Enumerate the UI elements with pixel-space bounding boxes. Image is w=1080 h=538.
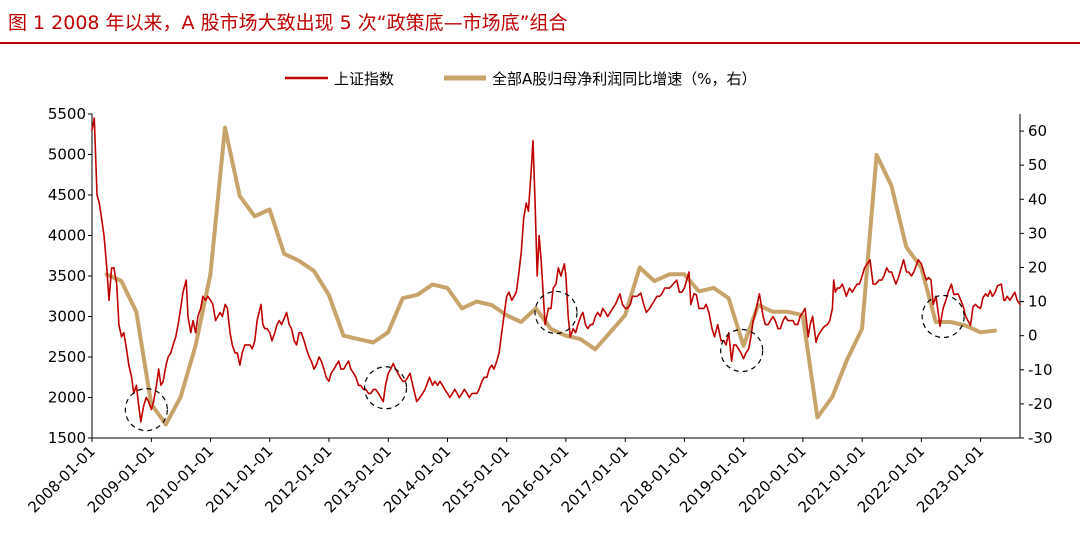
circle-marker bbox=[534, 290, 578, 335]
legend-label-profit: 全部A股归母净利润同比增速（%，右） bbox=[492, 70, 757, 88]
circle-marker bbox=[124, 388, 168, 432]
y-axis-left: 5500 5000 4500 4000 3500 3000 2500 2000 1500 bbox=[48, 105, 92, 447]
y-right-tick-label: 10 bbox=[1028, 293, 1047, 311]
y-right-tick-label: -10 bbox=[1028, 361, 1053, 379]
y-axis-right: 60 50 40 30 20 10 0 -10 -20 -30 bbox=[1020, 122, 1053, 447]
y-left-tick-label: 3500 bbox=[48, 267, 86, 285]
series-profit-growth bbox=[104, 125, 997, 427]
y-right-tick-label: 50 bbox=[1028, 156, 1047, 174]
circle-marker bbox=[720, 328, 764, 373]
y-left-tick-label: 3000 bbox=[48, 308, 86, 326]
y-right-tick-label: -20 bbox=[1028, 395, 1053, 413]
y-right-tick-label: 40 bbox=[1028, 190, 1047, 208]
y-left-tick-label: 5000 bbox=[48, 146, 86, 164]
legend: 上证指数 全部A股归母净利润同比增速（%，右） bbox=[285, 70, 757, 88]
y-right-tick-label: 0 bbox=[1028, 327, 1038, 345]
chart-title: 图 1 2008 年以来，A 股市场大致出现 5 次“政策底—市场底”组合 bbox=[8, 12, 568, 34]
series-line-profit-growth bbox=[104, 125, 997, 427]
y-left-tick-label: 4500 bbox=[48, 186, 86, 204]
y-left-tick-label: 4000 bbox=[48, 227, 86, 245]
legend-label-index: 上证指数 bbox=[334, 70, 394, 88]
title-divider bbox=[0, 42, 1080, 44]
y-left-tick-label: 2500 bbox=[48, 348, 86, 366]
circle-markers bbox=[124, 290, 965, 432]
y-left-tick-label: 5500 bbox=[48, 105, 86, 123]
y-left-tick-label: 1500 bbox=[48, 429, 86, 447]
circle-marker bbox=[921, 294, 965, 339]
y-left-tick-label: 2000 bbox=[48, 389, 86, 407]
series-shanghai-index bbox=[91, 117, 1021, 423]
y-right-tick-label: -30 bbox=[1028, 429, 1053, 447]
y-right-tick-label: 60 bbox=[1028, 122, 1047, 140]
x-axis: 2008-01-012009-01-012010-01-012011-01-01… bbox=[24, 438, 987, 516]
y-right-tick-label: 20 bbox=[1028, 258, 1047, 276]
series-line-shanghai-index bbox=[91, 117, 1021, 423]
y-right-tick-label: 30 bbox=[1028, 224, 1047, 242]
circle-marker bbox=[363, 366, 408, 410]
